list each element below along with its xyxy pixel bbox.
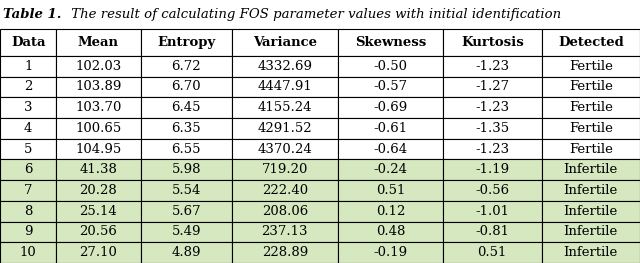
Text: The result of calculating FOS parameter values with initial identification: The result of calculating FOS parameter …	[67, 8, 561, 21]
Text: Table 1.: Table 1.	[3, 8, 61, 21]
